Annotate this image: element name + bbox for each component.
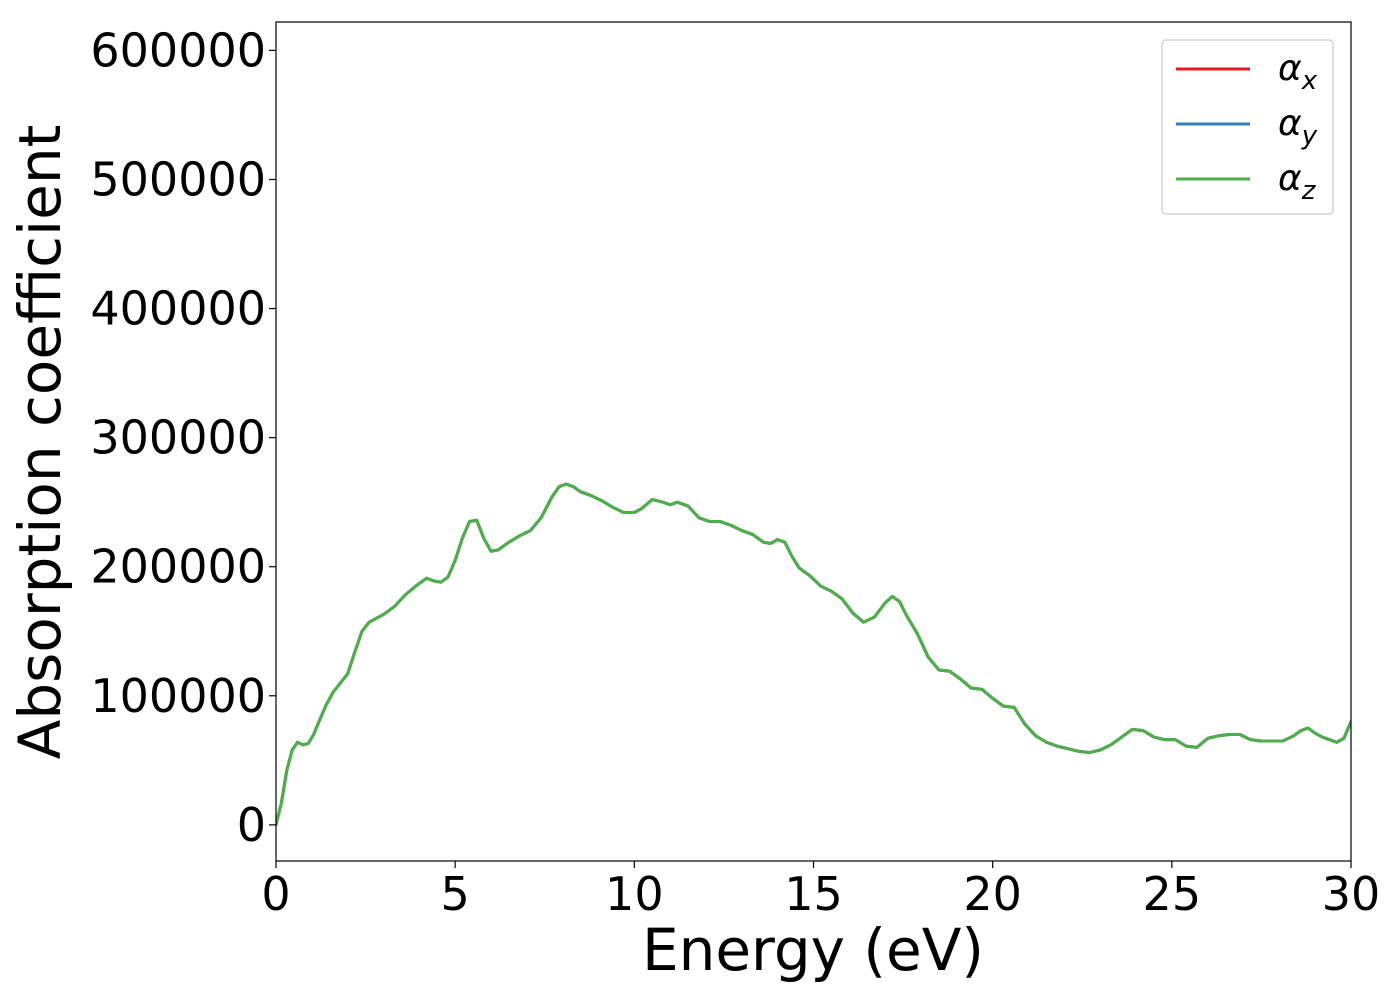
legend-label-y: αy bbox=[1278, 103, 1318, 151]
y-tick-label: 200000 bbox=[90, 540, 266, 594]
x-tick-label: 5 bbox=[441, 867, 470, 921]
x-tick-label: 15 bbox=[784, 867, 843, 921]
x-axis: 0 5 10 15 20 25 30 bbox=[261, 861, 1380, 921]
series-line-2 bbox=[276, 482, 1351, 827]
legend: αx αy αz bbox=[1161, 39, 1334, 215]
legend-label-x: αx bbox=[1278, 48, 1318, 96]
y-tick-label: 400000 bbox=[90, 282, 266, 336]
y-tick-label: 100000 bbox=[90, 669, 266, 723]
y-axis-title: Absorption coefficient bbox=[6, 125, 74, 760]
x-tick-label: 20 bbox=[963, 867, 1022, 921]
x-tick-label: 10 bbox=[605, 867, 664, 921]
legend-box bbox=[1161, 39, 1334, 215]
x-tick-label: 0 bbox=[261, 867, 290, 921]
y-tick-label: 0 bbox=[237, 798, 266, 852]
x-axis-title: Energy (eV) bbox=[642, 916, 984, 984]
y-tick-label: 600000 bbox=[90, 23, 266, 77]
legend-items: αx αy αz bbox=[1176, 48, 1318, 206]
y-axis: 0 100000 200000 300000 400000 500000 600000 bbox=[90, 23, 276, 852]
x-tick-label: 30 bbox=[1322, 867, 1381, 921]
y-tick-label: 300000 bbox=[90, 411, 266, 465]
x-tick-label: 25 bbox=[1143, 867, 1202, 921]
y-tick-label: 500000 bbox=[90, 152, 266, 206]
series-layer bbox=[276, 482, 1351, 827]
legend-label-z: αz bbox=[1278, 158, 1317, 206]
